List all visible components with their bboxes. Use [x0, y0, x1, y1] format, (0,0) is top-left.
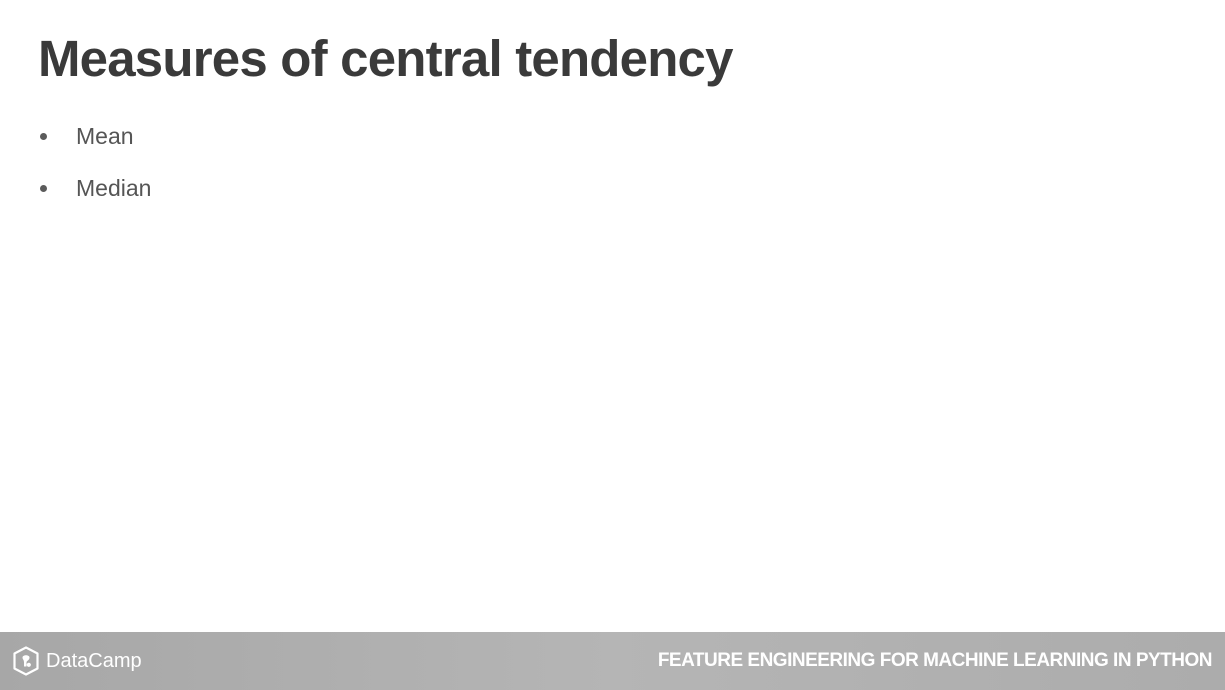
bullet-dot-icon [40, 132, 47, 140]
bullet-dot-icon [40, 184, 47, 192]
datacamp-brand: DataCamp [12, 646, 142, 676]
bullet-list: Mean Median [38, 110, 151, 214]
slide-footer: DataCamp FEATURE ENGINEERING FOR MACHINE… [0, 632, 1225, 690]
course-title: FEATURE ENGINEERING FOR MACHINE LEARNING… [657, 650, 1213, 671]
bullet-item-median: Median [38, 162, 151, 214]
bullet-item-mean: Mean [38, 110, 151, 162]
datacamp-logo-icon [13, 646, 39, 676]
brand-name: DataCamp [46, 650, 142, 672]
bullet-text: Median [76, 175, 152, 201]
slide-title: Measures of central tendency [38, 30, 734, 87]
bullet-text: Mean [76, 123, 134, 149]
